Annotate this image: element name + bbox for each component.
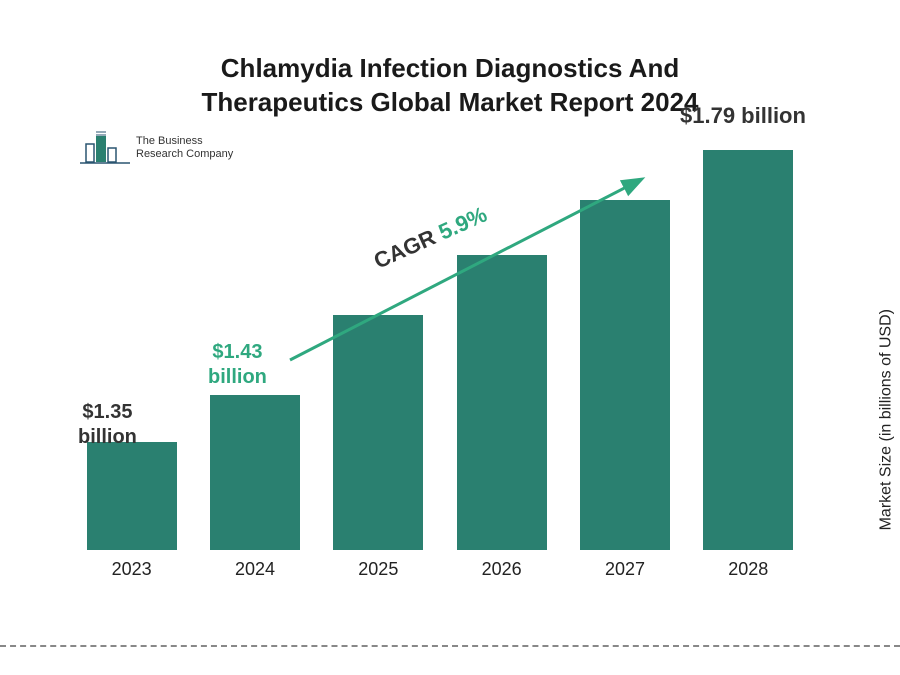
bar [580, 200, 670, 550]
value-label: $1.35 billion [78, 400, 137, 450]
y-axis-label: Market Size (in billions of USD) [877, 309, 895, 530]
x-axis-label: 2026 [482, 559, 522, 580]
bar [457, 255, 547, 550]
bar-group: 2024 [210, 395, 300, 550]
bar-group: 2026 [457, 255, 547, 550]
bar-group: 2028 [703, 150, 793, 550]
bar [210, 395, 300, 550]
value-label: $1.43 billion [208, 340, 267, 390]
x-axis-label: 2028 [728, 559, 768, 580]
bar-group: 2025 [333, 315, 423, 550]
bar-group: 2023 [87, 442, 177, 550]
bars-container: 2023 2024 2025 2026 2027 2028 [60, 120, 820, 550]
bar [87, 442, 177, 550]
bar [333, 315, 423, 550]
value-label: $1.79 billion [680, 102, 806, 130]
bottom-dashed-line [0, 645, 900, 647]
chart-title-text: Chlamydia Infection Diagnostics And Ther… [201, 53, 698, 117]
bar-group: 2027 [580, 200, 670, 550]
chart-area: 2023 2024 2025 2026 2027 2028 [60, 120, 820, 600]
bar [703, 150, 793, 550]
x-axis-label: 2027 [605, 559, 645, 580]
x-axis-label: 2023 [112, 559, 152, 580]
x-axis-label: 2024 [235, 559, 275, 580]
x-axis-label: 2025 [358, 559, 398, 580]
